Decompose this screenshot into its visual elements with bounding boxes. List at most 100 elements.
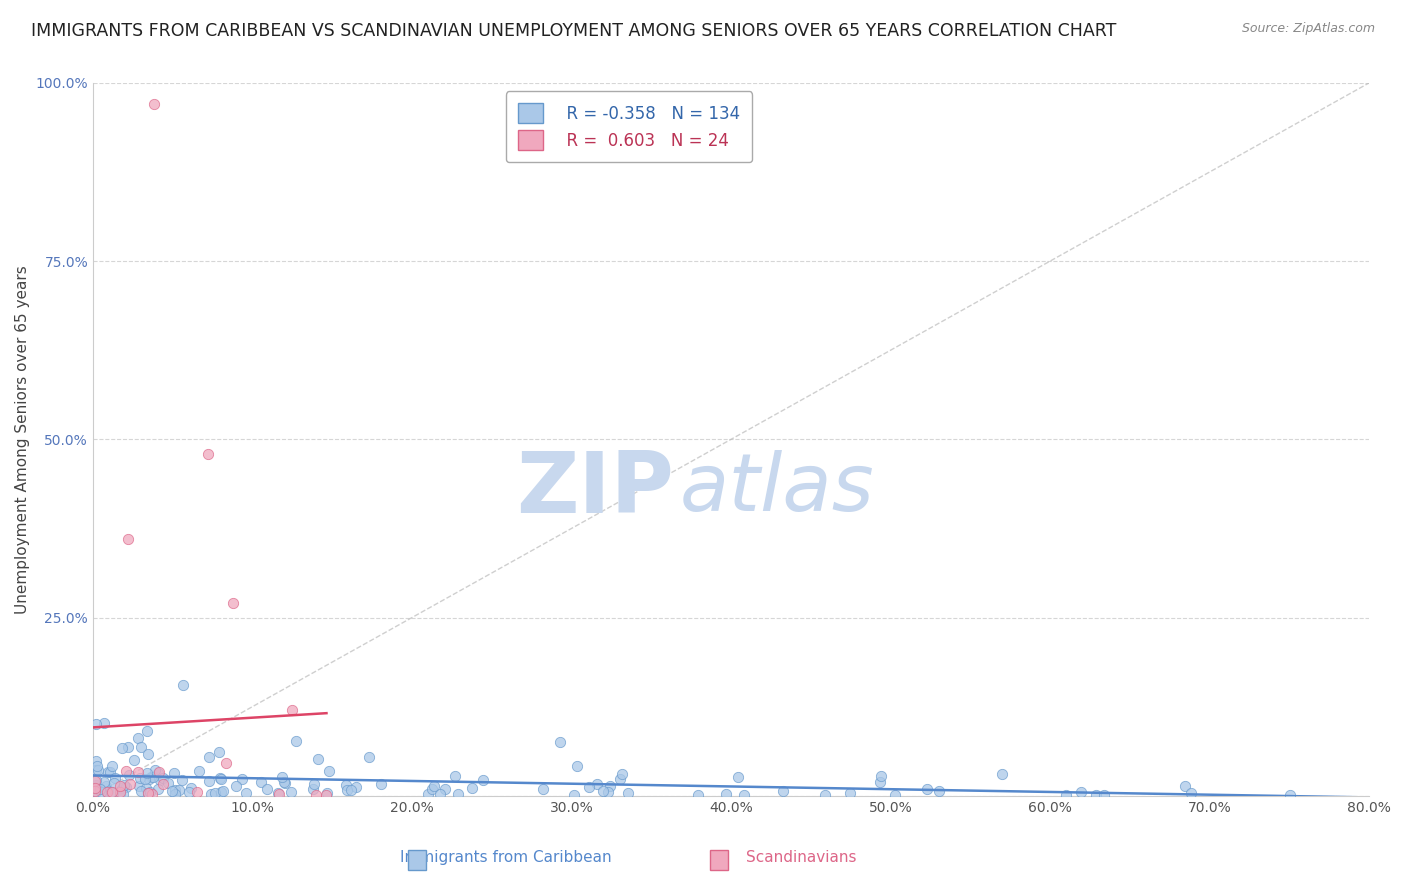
Point (433, 782, 456, 797)
Point (617, 786, 640, 800)
Point (716, 787, 738, 801)
Point (212, 784, 235, 798)
Point (110, 780, 132, 794)
Point (370, 777, 392, 791)
Point (84, 779, 107, 793)
Point (188, 764, 211, 778)
Point (772, 784, 794, 798)
Point (94, 779, 117, 793)
Point (339, 783, 361, 797)
Point (97, 765, 120, 780)
Point (267, 786, 290, 800)
Point (447, 788, 470, 802)
Point (163, 765, 186, 780)
Point (93, 716, 115, 731)
Point (281, 703, 304, 717)
Point (136, 724, 159, 739)
Point (84, 754, 107, 768)
Point (134, 772, 156, 786)
Point (273, 775, 295, 789)
Point (917, 782, 939, 797)
Point (335, 778, 357, 792)
Point (104, 771, 127, 785)
Point (108, 785, 131, 799)
Point (108, 787, 131, 801)
Point (1070, 785, 1092, 799)
Point (280, 785, 302, 799)
Point (84, 717, 107, 731)
Point (127, 731, 149, 746)
Point (197, 446, 219, 460)
Point (1180, 787, 1202, 801)
Point (250, 775, 273, 789)
Point (111, 780, 134, 795)
Point (101, 785, 124, 799)
Point (204, 786, 226, 800)
Point (142, 770, 165, 784)
Point (284, 733, 307, 747)
Point (118, 768, 141, 782)
Point (222, 596, 245, 610)
Point (97, 783, 120, 797)
Point (84, 773, 107, 788)
Point (172, 678, 194, 692)
Text: atlas: atlas (681, 450, 875, 528)
Point (136, 747, 159, 761)
Point (686, 788, 709, 802)
Point (177, 784, 200, 798)
Point (117, 739, 139, 754)
Point (596, 784, 619, 798)
Point (162, 784, 184, 798)
Point (727, 771, 749, 785)
Point (839, 786, 862, 800)
Legend:   R = -0.358   N = 134,   R =  0.603   N = 24: R = -0.358 N = 134, R = 0.603 N = 24 (506, 91, 752, 162)
Point (103, 775, 125, 789)
Point (118, 777, 141, 791)
Point (146, 765, 169, 780)
Point (305, 788, 328, 802)
Point (142, 97, 165, 112)
Point (209, 785, 232, 799)
Point (96, 785, 118, 799)
Point (274, 776, 297, 790)
Point (167, 782, 190, 797)
Point (136, 786, 159, 800)
Point (128, 779, 150, 793)
Text: Scandinavians: Scandinavians (747, 850, 856, 865)
Point (112, 778, 135, 792)
Point (208, 772, 231, 786)
Point (98, 765, 121, 780)
Point (1084, 788, 1107, 802)
Point (198, 773, 221, 788)
Point (586, 777, 609, 791)
Point (209, 772, 232, 786)
Point (215, 756, 238, 770)
Point (87, 763, 110, 777)
Point (235, 786, 257, 800)
Point (83, 781, 105, 796)
Point (138, 772, 160, 786)
Point (1174, 779, 1197, 793)
Point (884, 788, 907, 802)
Point (231, 772, 253, 787)
Point (89, 782, 111, 797)
Point (141, 770, 163, 784)
Point (599, 779, 621, 793)
Text: ZIP: ZIP (516, 448, 673, 531)
Point (131, 740, 153, 755)
Point (127, 764, 149, 779)
Point (420, 782, 443, 797)
Point (814, 788, 837, 802)
Point (112, 787, 135, 801)
Point (200, 787, 222, 801)
Point (471, 772, 494, 787)
Point (550, 735, 572, 749)
Point (423, 779, 446, 793)
Point (869, 775, 891, 789)
Point (429, 787, 451, 801)
Point (135, 780, 157, 795)
Point (302, 782, 325, 797)
Point (135, 765, 157, 780)
Point (170, 773, 193, 788)
Point (143, 763, 166, 777)
